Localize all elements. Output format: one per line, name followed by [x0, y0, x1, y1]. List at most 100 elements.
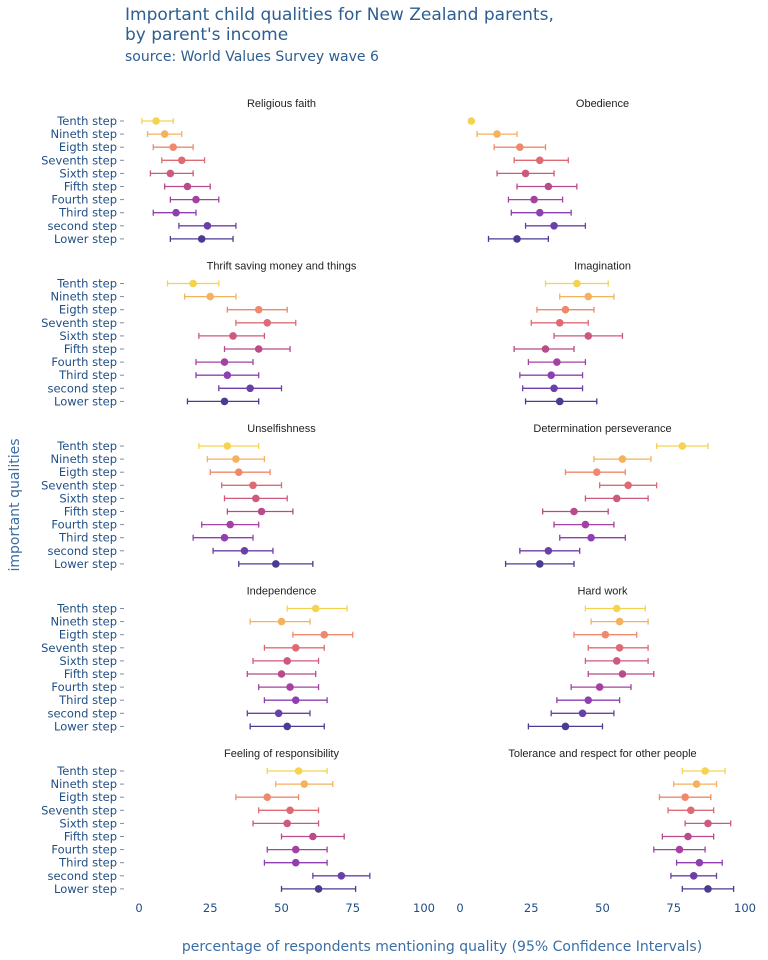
y-tick-label: Eigth step [59, 465, 117, 479]
y-tick-label: Sixth step [59, 654, 117, 668]
y-tick-label: Nineth step [51, 777, 118, 791]
data-point [612, 494, 621, 503]
y-tick-label: Tenth step [56, 277, 117, 291]
data-point [550, 384, 558, 393]
data-point [681, 793, 689, 801]
y-tick-label: Tenth step [56, 764, 117, 778]
data-point [561, 305, 570, 314]
data-point [246, 384, 254, 393]
data-point [311, 604, 320, 613]
y-tick-label: Lower step [54, 882, 117, 896]
chart-title-line-1: Important child qualities for New Zealan… [125, 5, 554, 25]
data-point [234, 468, 243, 477]
x-tick-label: 25 [524, 901, 539, 915]
y-tick-label: Fifth step [64, 180, 117, 194]
panel: Thrift saving money and things Tenth step… [41, 261, 357, 409]
y-tick-label: Seventh step [41, 641, 117, 655]
data-point [536, 560, 544, 568]
data-point [291, 696, 300, 704]
y-tick-label: Seventh step [41, 316, 117, 330]
y-tick-label: Nineth step [51, 290, 118, 304]
data-point [240, 547, 249, 555]
x-tick-label: 50 [595, 901, 610, 915]
data-point [291, 644, 300, 652]
data-point [152, 117, 160, 125]
data-point [177, 156, 186, 165]
data-point [544, 547, 553, 555]
data-point [183, 182, 192, 191]
data-point [687, 806, 695, 815]
data-point [272, 560, 280, 568]
data-point [618, 455, 627, 463]
data-point [189, 279, 197, 288]
y-tick-label: Third step [58, 531, 117, 545]
data-point [220, 533, 229, 542]
data-point [581, 520, 590, 529]
data-point [160, 130, 169, 138]
data-point [570, 507, 578, 516]
data-point [536, 156, 544, 165]
x-tick-label: 100 [413, 901, 435, 915]
data-point [274, 709, 283, 718]
y-tick-label: Tenth step [56, 114, 117, 128]
data-point [314, 885, 323, 893]
data-point [309, 832, 317, 841]
data-point [684, 832, 692, 841]
data-point [675, 845, 684, 854]
data-point [618, 670, 627, 678]
chart-title-line-2: by parent's income [125, 25, 288, 45]
data-point [536, 208, 544, 217]
data-point [249, 481, 257, 490]
data-point [254, 305, 263, 314]
y-tick-label: Nineth step [51, 615, 118, 629]
data-point [467, 117, 476, 125]
y-tick-label: Third step [58, 693, 117, 707]
data-point [521, 169, 530, 178]
y-tick-label: Tenth step [56, 602, 117, 616]
data-point [257, 507, 266, 516]
data-point [223, 371, 232, 380]
x-tick-label: 100 [734, 901, 756, 915]
data-point [593, 468, 601, 477]
x-tick-label: 0 [456, 901, 463, 915]
y-tick-label: second step [47, 869, 117, 883]
x-tick-label: 0 [135, 901, 142, 915]
panel: Feeling of responsibility Tenth stepNinet… [41, 748, 435, 915]
data-point [203, 222, 212, 230]
panel-title: Imagination [574, 261, 631, 273]
panel-title: Tolerance and respect for other people [508, 748, 696, 760]
data-point [286, 683, 294, 691]
data-point [595, 683, 604, 691]
data-point [615, 644, 624, 652]
y-tick-label: Seventh step [41, 478, 117, 492]
data-point [587, 533, 595, 542]
y-tick-label: Fifth step [64, 667, 117, 681]
y-tick-label: Lower step [54, 557, 117, 571]
y-tick-label: Fourth step [51, 355, 117, 369]
y-tick-label: Fourth step [51, 843, 117, 857]
data-point [704, 885, 712, 893]
y-tick-label: Nineth step [51, 127, 118, 141]
data-point [555, 397, 564, 406]
y-tick-label: Eigth step [59, 628, 117, 642]
panel-title: Hard work [577, 586, 628, 598]
data-point [166, 169, 175, 178]
y-tick-label: Eigth step [59, 140, 117, 154]
panel-title: Unselfishness [247, 423, 316, 435]
panel-title: Religious faith [247, 98, 316, 110]
y-tick-label: Third step [58, 206, 117, 220]
x-tick-label: 50 [274, 901, 289, 915]
data-point [550, 222, 558, 230]
data-point [692, 780, 701, 788]
y-tick-label: second step [47, 219, 117, 233]
data-point [553, 358, 561, 366]
panel: Determination perseverance [504, 423, 709, 568]
data-point [291, 858, 300, 867]
data-point [555, 319, 564, 327]
data-point [544, 182, 553, 191]
data-point [169, 143, 177, 151]
